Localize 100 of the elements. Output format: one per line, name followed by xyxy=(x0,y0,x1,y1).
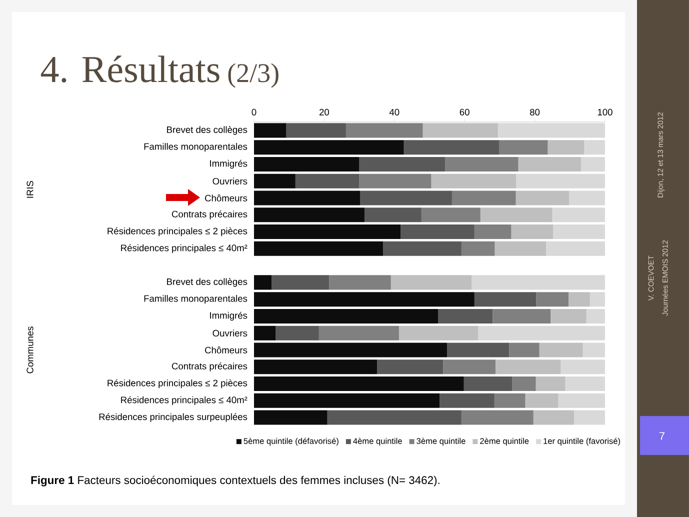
y-tick-label: Chômeurs xyxy=(205,194,248,202)
bar xyxy=(286,123,346,138)
legend-label: 5ème quintile (défavorisé) xyxy=(244,438,338,446)
bar xyxy=(390,275,472,290)
y-tick-label: Ouvriers xyxy=(212,178,248,185)
bar xyxy=(586,308,605,324)
bar xyxy=(494,241,546,256)
bar xyxy=(360,190,452,206)
bar xyxy=(346,123,423,138)
bar xyxy=(383,241,462,256)
bar xyxy=(254,174,296,188)
bar xyxy=(404,140,500,155)
bar xyxy=(452,190,516,206)
bar xyxy=(254,308,438,324)
bar xyxy=(254,342,448,358)
chart-title: 4. Résultats xyxy=(40,56,220,83)
bar xyxy=(516,174,605,188)
bar xyxy=(359,156,446,172)
x-tick-label: 20 xyxy=(320,108,330,116)
bar xyxy=(498,123,605,138)
bar xyxy=(254,123,286,138)
y-tick-label: Familles monoparentales xyxy=(144,294,248,304)
y-tick-label: Contrats précaires xyxy=(172,362,248,372)
y-tick-label: Brevet des collèges xyxy=(167,278,248,287)
bar xyxy=(254,393,440,408)
bar xyxy=(422,123,498,138)
bar xyxy=(474,292,536,307)
bar xyxy=(569,190,605,206)
y-tick-label: Résidences principales ≤ 2 pièces xyxy=(108,227,248,236)
bar xyxy=(400,224,474,240)
bar xyxy=(495,360,561,374)
bar xyxy=(461,410,534,425)
bar xyxy=(516,190,570,206)
bar xyxy=(276,326,319,340)
bar xyxy=(440,393,494,408)
bar xyxy=(461,241,495,256)
legend-label: 4ème quintile xyxy=(353,438,402,446)
x-tick-label: 80 xyxy=(530,108,540,116)
bar xyxy=(494,393,526,408)
y-tick-label: Résidences principales ≤ 40m² xyxy=(121,244,248,254)
bar xyxy=(574,410,605,425)
bar xyxy=(377,360,444,374)
y-tick-label: Chômeurs xyxy=(205,346,248,354)
bar xyxy=(329,275,391,290)
text: IRIS xyxy=(26,180,34,198)
bar xyxy=(474,224,512,240)
y-tick-label: Familles monoparentales xyxy=(144,142,248,152)
bar xyxy=(584,140,605,155)
bar xyxy=(568,292,590,307)
y-tick-label: Immigrés xyxy=(210,312,248,321)
bar xyxy=(553,224,605,240)
bar xyxy=(254,190,360,206)
bar xyxy=(254,360,378,374)
y-tick-label: Contrats précaires xyxy=(172,210,248,220)
legend-label: 2ème quintile xyxy=(480,438,529,446)
bar xyxy=(539,342,583,358)
bar xyxy=(254,376,464,392)
bar xyxy=(565,376,605,392)
bar xyxy=(472,275,605,290)
bar xyxy=(254,275,272,290)
text: 7 xyxy=(660,432,665,440)
bar xyxy=(525,393,558,408)
bar xyxy=(536,292,568,307)
x-tick-label: 0 xyxy=(252,108,256,116)
bar xyxy=(581,156,605,172)
bar xyxy=(254,156,360,172)
y-tick-label: Brevet des collèges xyxy=(167,126,248,135)
bar xyxy=(480,208,552,222)
bar xyxy=(590,292,605,307)
bar xyxy=(511,224,554,240)
bar xyxy=(560,360,605,374)
bar xyxy=(254,326,276,340)
chart-subtitle: (2/3) xyxy=(228,63,278,88)
bar xyxy=(552,208,605,222)
bar xyxy=(478,326,605,340)
bar xyxy=(447,342,510,358)
bar xyxy=(509,342,540,358)
bar xyxy=(518,156,582,172)
legend-label: 1er quintile (favorisé) xyxy=(544,438,620,446)
bar xyxy=(492,308,551,324)
bar xyxy=(438,308,493,324)
bar xyxy=(550,308,586,324)
legend-label: 3ème quintile xyxy=(416,438,466,446)
bar xyxy=(327,410,462,425)
x-tick-label: 60 xyxy=(460,108,470,116)
y-tick-label: Résidences principales ≤ 2 pièces xyxy=(108,379,248,388)
bar xyxy=(533,410,574,425)
bar xyxy=(499,140,548,155)
bar xyxy=(445,156,518,172)
y-tick-label: Ouvriers xyxy=(212,330,248,337)
y-tick-label: Résidences principales surpeuplées xyxy=(99,413,248,422)
bar xyxy=(359,174,432,188)
bar xyxy=(536,376,566,392)
bar xyxy=(443,360,496,374)
bar xyxy=(254,241,384,256)
bar xyxy=(421,208,480,222)
text: Communes xyxy=(26,326,34,374)
y-tick-label: Résidences principales ≤ 40m² xyxy=(121,396,248,406)
bar xyxy=(548,140,584,155)
bar xyxy=(582,342,605,358)
